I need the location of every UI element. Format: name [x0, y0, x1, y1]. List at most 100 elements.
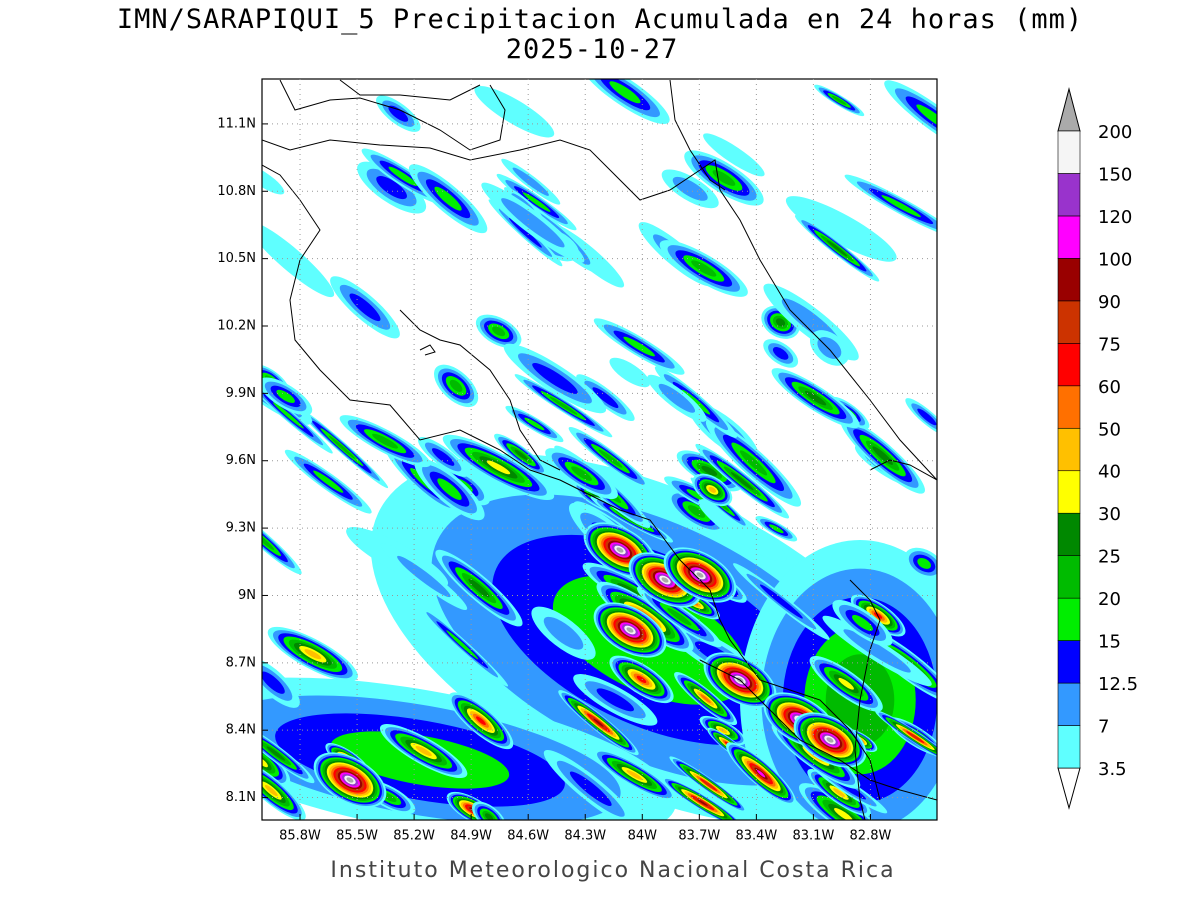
- colorbar-band: [1057, 258, 1081, 302]
- rain-cell: [833, 788, 845, 797]
- rain-cell: [376, 176, 407, 200]
- rain-cell: [509, 217, 542, 248]
- rain-cell: [346, 777, 354, 783]
- lon-tick-label: 84W: [628, 829, 658, 844]
- coastline: [669, 79, 726, 191]
- rain-cell: [549, 396, 578, 415]
- footer: Instituto Meteorologico Nacional Costa R…: [330, 858, 895, 883]
- border: [262, 139, 937, 481]
- rain-cell: [266, 746, 286, 761]
- colorbar-band: [1057, 555, 1081, 599]
- rain-cell: [596, 688, 635, 712]
- rain-cell: [826, 240, 848, 257]
- rain-cell: [917, 557, 932, 569]
- rain-cell: [304, 649, 322, 660]
- colorbar-label: 75: [1098, 334, 1121, 355]
- rain-cell: [730, 472, 754, 491]
- lat-tick-label: 10.8N: [217, 184, 256, 199]
- rain-cell: [916, 104, 937, 131]
- colorbar-label: 30: [1098, 504, 1121, 525]
- colorbar-label: 25: [1098, 547, 1121, 568]
- colorbar-label: 200: [1098, 122, 1132, 143]
- rain-cell: [372, 433, 399, 449]
- coastline: [339, 79, 481, 101]
- border: [849, 579, 881, 820]
- lon-tick-label: 84.3W: [564, 829, 606, 844]
- rain-cell: [543, 616, 584, 650]
- rain-cell: [775, 318, 786, 327]
- rain-cell: [708, 486, 716, 493]
- rain-cell: [349, 293, 381, 322]
- lon-tick-label: 84.6W: [507, 829, 549, 844]
- rain-cell: [264, 784, 278, 797]
- lat-tick-label: 9N: [238, 588, 256, 603]
- rain-cell: [626, 627, 634, 633]
- rain-cell: [661, 577, 669, 583]
- rain-cell: [834, 808, 853, 820]
- lon-tick-label: 85.5W: [336, 829, 378, 844]
- rain-cell: [667, 608, 692, 626]
- rain-cell: [626, 770, 643, 780]
- lon-tick-label: 85.8W: [279, 829, 321, 844]
- coastline: [262, 164, 881, 801]
- colorbar-label: 120: [1098, 207, 1132, 228]
- rain-cell: [832, 95, 847, 105]
- lat-tick-label: 9.6N: [226, 453, 256, 468]
- colorbar-band: [1057, 130, 1081, 174]
- coastlines: [262, 79, 937, 820]
- colorbar-label: 7: [1098, 717, 1109, 738]
- rain-cell: [698, 499, 787, 562]
- lon-tick-label: 83.4W: [735, 829, 777, 844]
- rain-cell: [756, 769, 766, 778]
- colorbar-label: 40: [1098, 462, 1121, 483]
- rain-cell: [712, 170, 736, 186]
- rain-cell: [484, 813, 494, 820]
- coastline: [869, 459, 937, 481]
- rain-cell: [532, 362, 578, 394]
- coastline: [279, 79, 506, 151]
- colorbar-label: 50: [1098, 419, 1121, 440]
- rain-cell: [397, 555, 451, 598]
- rain-cell: [262, 671, 285, 694]
- rain-cell: [313, 470, 344, 493]
- rain-cell: [739, 450, 768, 476]
- lat-tick-label: 9.3N: [226, 521, 256, 536]
- rain-cell: [492, 326, 506, 337]
- rain-cell: [917, 408, 937, 426]
- lon-tick-label: 84.9W: [450, 829, 492, 844]
- rain-cell: [328, 435, 356, 459]
- rain-cell: [449, 379, 463, 392]
- axes: 11.1N 10.8N 10.5N 10.2N 9.9N 9.6N 9.3N 9N 8.7N 8.…: [217, 79, 937, 844]
- lat-tick-label: 9.9N: [226, 386, 256, 401]
- rain-cell: [437, 478, 462, 500]
- rain-cell: [388, 166, 418, 187]
- colorbar-band: [1057, 682, 1081, 726]
- rain-cell: [697, 799, 708, 807]
- lon-tick-label: 83.7W: [678, 829, 720, 844]
- subtitle: 2025-10-27: [506, 34, 679, 65]
- lat-tick-label: 10.5N: [217, 251, 256, 266]
- rain-cell: [415, 746, 432, 757]
- island: [419, 344, 436, 356]
- colorbar-over: [1057, 87, 1081, 132]
- rain-cell: [772, 347, 789, 360]
- colorbar-band: [1057, 427, 1081, 472]
- colorbar-band: [1057, 385, 1081, 429]
- rain-cell: [434, 186, 462, 211]
- rain-cell: [501, 198, 565, 248]
- colorbar-label: 100: [1098, 249, 1132, 270]
- rain-cell: [524, 417, 545, 431]
- rain-cell: [276, 389, 295, 403]
- rain-cell: [431, 448, 455, 466]
- colorbar-band: [1057, 470, 1081, 514]
- rain-cell: [703, 780, 714, 789]
- rain-cell: [636, 675, 647, 683]
- rain-cell: [522, 192, 551, 212]
- colorbar-band: [1057, 597, 1081, 641]
- rain-cell: [696, 572, 704, 578]
- rain-cell: [687, 505, 706, 518]
- rain-cell: [700, 694, 711, 703]
- rain-cell: [262, 163, 285, 195]
